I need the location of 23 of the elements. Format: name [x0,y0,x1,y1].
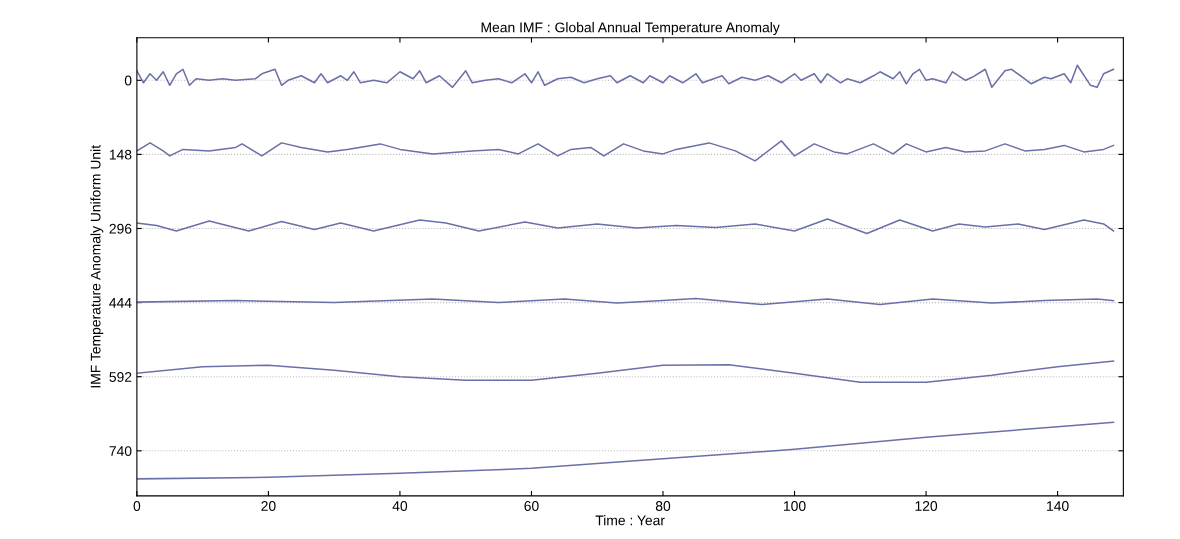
x-tick-label: 40 [392,501,408,511]
y-tick-label: 592 [109,372,132,382]
x-tick-label: 100 [784,501,806,511]
y-tick-label: 740 [109,446,132,456]
line-series [136,297,1115,306]
y-tick-label: 444 [109,298,132,308]
line-series [136,360,1115,383]
y-axis-title: IMF Temperature Anomaly Uniform Unit [90,145,104,388]
x-tick-label: 0 [133,501,141,511]
x-axis-title: Time : Year [595,515,665,526]
line-series [136,64,1115,89]
y-tick-label: 0 [124,75,132,86]
y-tick-label: 296 [109,223,132,234]
chart-title: Mean IMF : Global Annual Temperature Anomaly [481,22,780,36]
x-tick-label: 20 [261,501,276,511]
x-tick-label: 140 [1047,501,1069,511]
x-tick-label: 80 [655,501,671,511]
x-tick-label: 120 [915,501,938,511]
x-tick-label: 60 [524,501,539,511]
line-series [136,218,1115,235]
y-tick-label: 148 [109,149,132,160]
line-series [136,140,1115,162]
line-series [136,421,1115,480]
